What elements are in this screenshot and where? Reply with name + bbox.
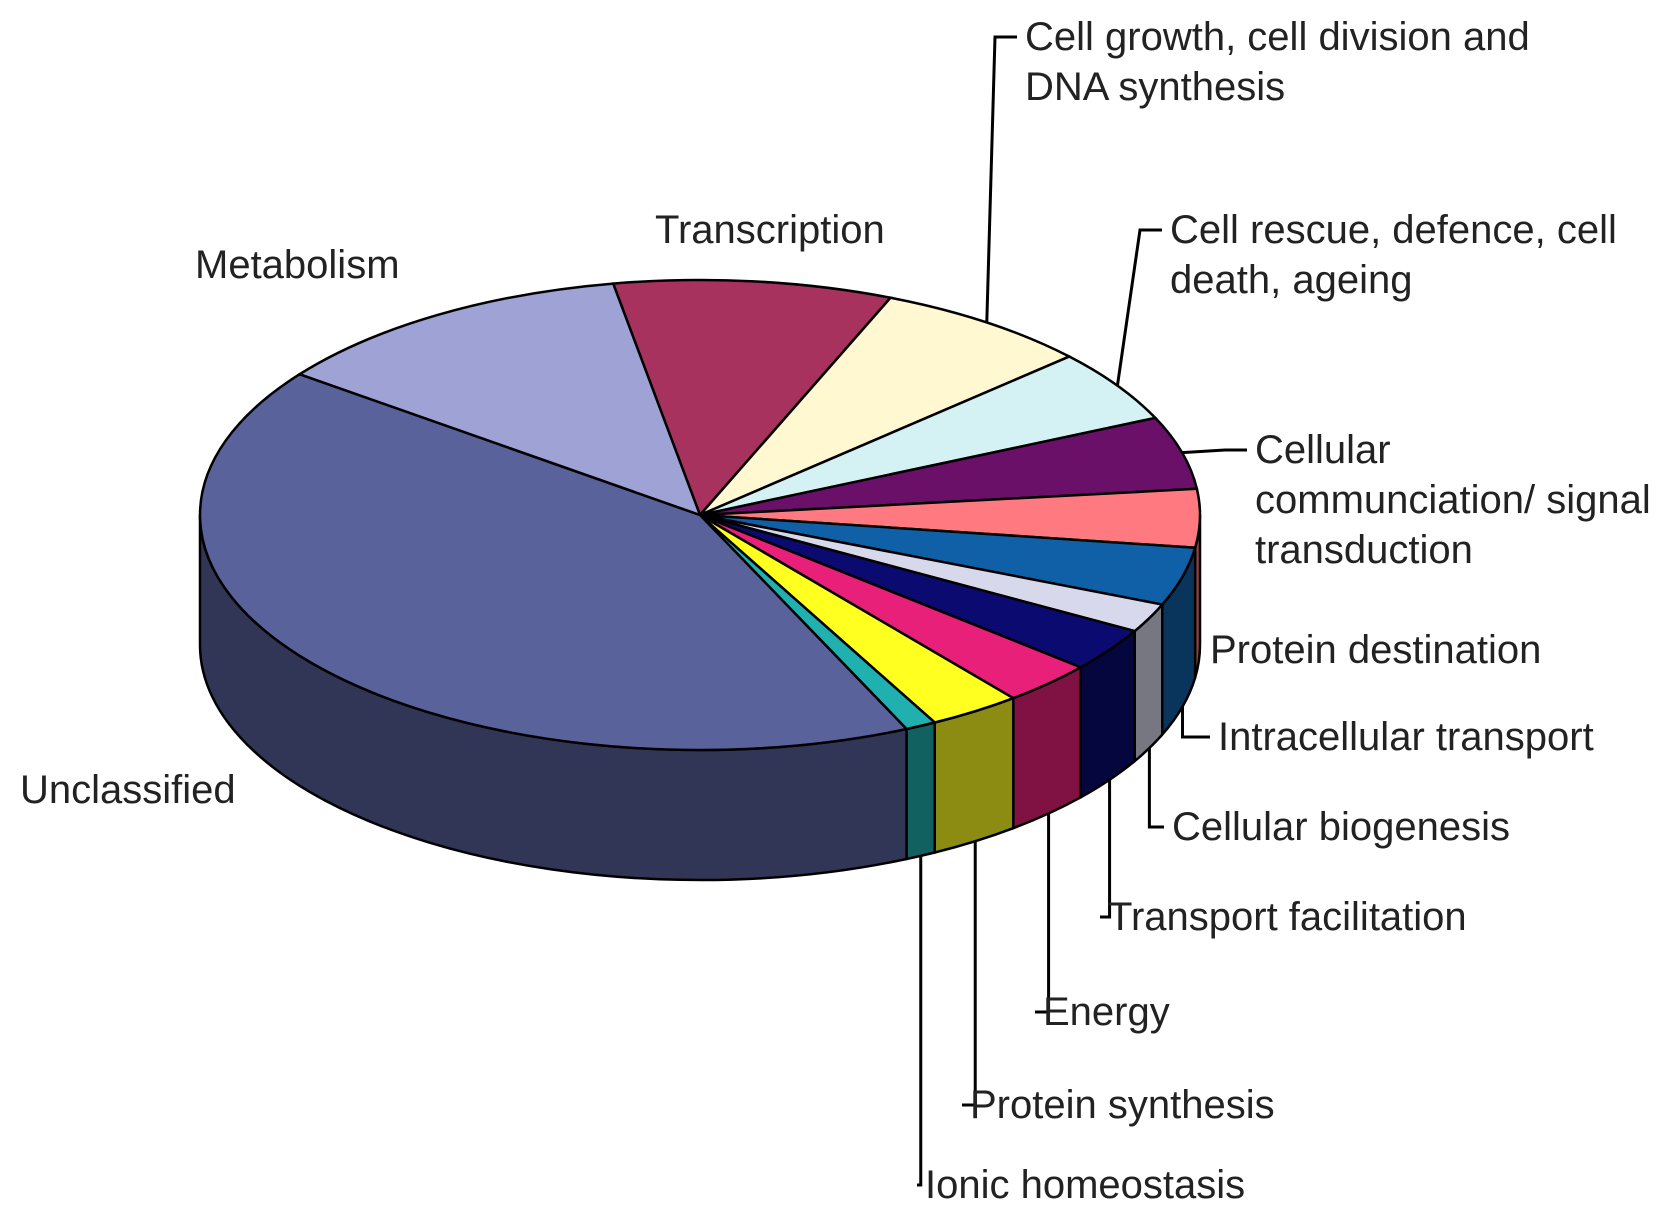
leader-line [1147,748,1164,829]
slice-label: Transcription [655,208,885,252]
slice-label: Cell rescue, defence, cell death, ageing [1170,208,1617,302]
slice-label: Ionic homeostasis [925,1163,1246,1207]
slice-label: Transport facilitation [1108,895,1467,939]
leader-line [1115,228,1162,386]
leader-line [985,35,1017,323]
slice-label: Cell growth, cell division and DNA synth… [1025,15,1530,109]
pie-side [933,696,1015,855]
slice-label: Protein destination [1210,628,1542,672]
slice-label: Metabolism [195,243,400,287]
pie-slice [699,355,1158,517]
pie-slice [699,416,1199,517]
slice-label: Cellular biogenesis [1172,805,1510,849]
slice-label: Energy [1043,990,1170,1034]
pie-slice [699,296,1073,517]
leader-line [1181,706,1210,739]
slice-label: Cellular communciation/ signal transduct… [1255,428,1651,572]
pie-slice [611,278,893,518]
leader-line [1181,448,1247,455]
leader-line [917,855,923,1187]
slice-label: Intracellular transport [1218,715,1594,759]
slice-label: Unclassified [20,768,236,812]
leader-line [962,841,977,1107]
pie-side [905,720,936,861]
slice-label: Protein synthesis [970,1083,1275,1127]
pie-slice [198,372,910,752]
pie-slice [296,282,703,518]
leader-line [1100,779,1112,919]
leader-line [1035,813,1051,1014]
